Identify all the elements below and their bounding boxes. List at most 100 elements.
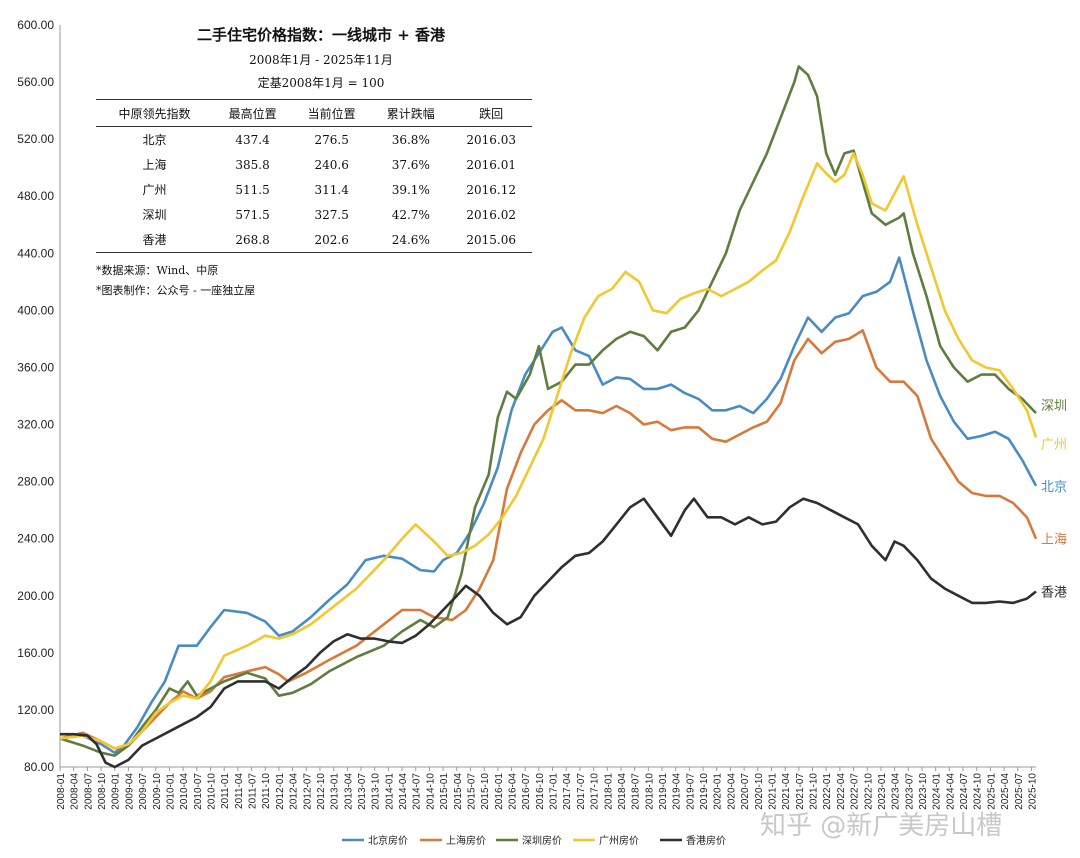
- x-tick-label: 2012-01: [275, 773, 286, 810]
- cell-current: 240.6: [314, 157, 349, 172]
- cell-current: 327.5: [314, 207, 349, 222]
- legend-label: 香港房价: [686, 834, 726, 847]
- x-tick-label: 2008-10: [97, 773, 108, 810]
- y-tick-label: 200.00: [17, 589, 54, 603]
- info-panel: 二手住宅价格指数：一线城市 + 香港 2008年1月 - 2025年11月 定基…: [96, 24, 536, 301]
- x-tick-label: 2021-10: [809, 773, 820, 810]
- cell-drop: 36.8%: [391, 132, 430, 147]
- header-index: 中原领先指数: [96, 99, 214, 127]
- x-tick-label: 2014-01: [384, 773, 395, 810]
- x-tick-label: 2016-10: [535, 773, 546, 810]
- series-line-2: [59, 329, 1038, 750]
- x-tick-label: 2018-04: [617, 773, 628, 810]
- cell-high: 268.8: [213, 227, 293, 253]
- chart-subtitle: 2008年1月 - 2025年11月: [249, 53, 393, 67]
- cell-back: 2016.02: [466, 207, 516, 222]
- x-tick-label: 2023-07: [904, 773, 915, 810]
- series-end-label: 上海: [1041, 533, 1067, 548]
- series-end-label: 香港: [1041, 585, 1067, 600]
- table-row: 深圳 571.5 327.5 42.7% 2016.02: [96, 202, 532, 227]
- x-tick-label: 2018-07: [631, 773, 642, 810]
- x-tick-label: 2008-04: [70, 773, 81, 810]
- source-note: *数据来源：Wind、中原: [96, 264, 219, 277]
- y-tick-label: 480.00: [17, 189, 54, 203]
- x-tick-label: 2025-07: [1014, 773, 1025, 810]
- cell-high: 571.5: [235, 207, 270, 222]
- series-line-5: [60, 497, 1037, 769]
- cell-drop: 37.6%: [391, 157, 430, 172]
- y-tick-label: 400.00: [17, 303, 54, 317]
- y-tick-label: 280.00: [17, 475, 54, 489]
- y-tick-label: 560.00: [17, 75, 54, 89]
- x-tick-label: 2025-10: [1027, 773, 1038, 810]
- x-tick-label: 2014-04: [398, 773, 409, 810]
- y-tick-label: 80.00: [24, 760, 54, 774]
- x-tick-label: 2010-04: [179, 773, 190, 810]
- x-tick-label: 2025-04: [1000, 773, 1011, 810]
- cell-back: 2015.06: [450, 227, 532, 253]
- x-tick-label: 2010-10: [207, 773, 218, 810]
- x-tick-label: 2018-01: [603, 773, 614, 810]
- table-row: 广州 511.5 311.4 39.1% 2016.12: [96, 177, 532, 202]
- x-tick-label: 2011-01: [220, 773, 231, 809]
- x-tick-label: 2022-07: [850, 773, 861, 810]
- x-tick-label: 2008-01: [56, 773, 67, 810]
- series-end-label: 北京: [1041, 480, 1067, 495]
- x-tick-label: 2024-04: [945, 773, 956, 810]
- cell-drop: 42.7%: [391, 207, 430, 222]
- x-tick-label: 2023-10: [918, 773, 929, 810]
- header-high: 最高位置: [213, 99, 293, 127]
- x-tick-label: 2017-10: [590, 773, 601, 810]
- table-row: 北京 437.4 276.5 36.8% 2016.03: [96, 127, 532, 153]
- legend: 北京房价 上海房价 深圳房价 广州房价 香港房价: [342, 834, 726, 847]
- y-axis-ticks: 80.00 120.00 160.00 200.00 240.00 280.00 320.0…: [17, 18, 54, 774]
- x-tick-label: 2020-01: [713, 773, 724, 810]
- series-line-3: [59, 65, 1037, 757]
- x-tick-label: 2020-07: [740, 773, 751, 810]
- x-tick-label: 2012-10: [316, 773, 327, 810]
- series-end-label: 广州: [1041, 437, 1067, 452]
- x-tick-label: 2009-01: [111, 773, 122, 810]
- y-tick-label: 520.00: [17, 132, 54, 146]
- y-tick-label: 120.00: [17, 703, 54, 717]
- cell-current: 276.5: [314, 132, 349, 147]
- notes: *数据来源：Wind、中原 *图表制作：公众号 - 一座独立屋: [96, 261, 536, 301]
- x-tick-label: 2019-01: [658, 773, 669, 810]
- cell-current: 311.4: [314, 182, 349, 197]
- x-tick-label: 2015-07: [466, 773, 477, 810]
- table-row: 香港 268.8 202.6 24.6% 2015.06: [96, 227, 532, 253]
- cell-drop: 24.6%: [371, 227, 451, 253]
- x-tick-label: 2017-01: [549, 773, 560, 810]
- x-tick-label: 2011-10: [261, 773, 272, 809]
- base-note: 定基2008年1月 = 100: [257, 76, 385, 90]
- x-tick-label: 2016-04: [508, 773, 519, 810]
- x-tick-label: 2014-10: [425, 773, 436, 810]
- x-tick-label: 2021-07: [795, 773, 806, 810]
- x-tick-label: 2011-07: [248, 773, 259, 809]
- x-tick-label: 2021-01: [767, 773, 778, 810]
- x-tick-label: 2013-04: [343, 773, 354, 810]
- chart-title: 二手住宅价格指数：一线城市 + 香港: [196, 26, 445, 44]
- header-drop: 累计跌幅: [371, 99, 451, 127]
- x-tick-label: 2019-07: [685, 773, 696, 810]
- x-tick-label: 2013-07: [357, 773, 368, 810]
- cell-city: 广州: [142, 183, 167, 197]
- cell-city: 北京: [142, 133, 167, 147]
- credit-note: *图表制作：公众号 - 一座独立屋: [96, 284, 256, 297]
- x-tick-label: 2014-07: [412, 773, 423, 810]
- x-tick-label: 2024-01: [932, 773, 943, 810]
- y-tick-label: 360.00: [17, 360, 54, 374]
- legend-label: 深圳房价: [522, 834, 562, 847]
- x-tick-label: 2015-10: [480, 773, 491, 810]
- x-tick-label: 2020-10: [754, 773, 765, 810]
- x-tick-label: 2021-04: [781, 773, 792, 810]
- x-tick-label: 2015-04: [453, 773, 464, 810]
- x-tick-label: 2017-07: [576, 773, 587, 810]
- x-tick-label: 2012-07: [302, 773, 313, 810]
- cell-city: 香港: [96, 227, 214, 253]
- header-current: 当前位置: [292, 99, 372, 127]
- cell-drop: 39.1%: [391, 182, 430, 197]
- cell-high: 511.5: [235, 182, 270, 197]
- x-tick-label: 2023-01: [877, 773, 888, 810]
